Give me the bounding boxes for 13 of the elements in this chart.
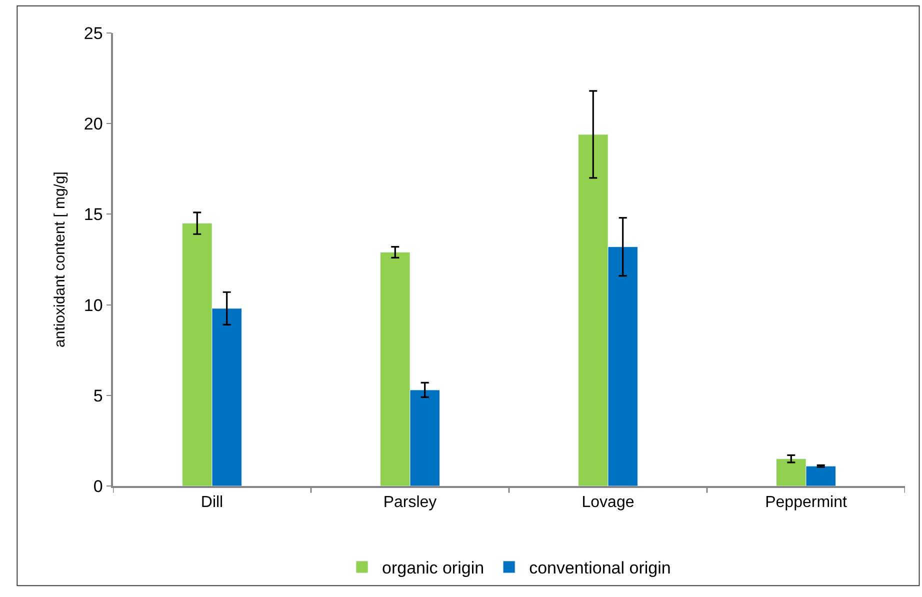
y-tick-label: 25 — [84, 24, 103, 43]
y-tick-label: 5 — [93, 386, 103, 406]
legend-label: organic origin — [382, 558, 484, 578]
x-tick-label: Dill — [200, 494, 224, 511]
y-tick-label: 10 — [84, 296, 103, 315]
x-tick-label: Peppermint — [765, 494, 848, 511]
y-tick-label: 20 — [84, 114, 103, 134]
x-tick-label: Parsley — [383, 494, 437, 511]
y-axis-title: antioxidant content [ mg/g] — [52, 172, 69, 348]
y-tick-label: 0 — [93, 476, 103, 496]
legend-label: conventional origin — [529, 558, 671, 578]
x-tick-label: Lovage — [582, 494, 634, 511]
y-tick-label: 15 — [84, 205, 103, 224]
